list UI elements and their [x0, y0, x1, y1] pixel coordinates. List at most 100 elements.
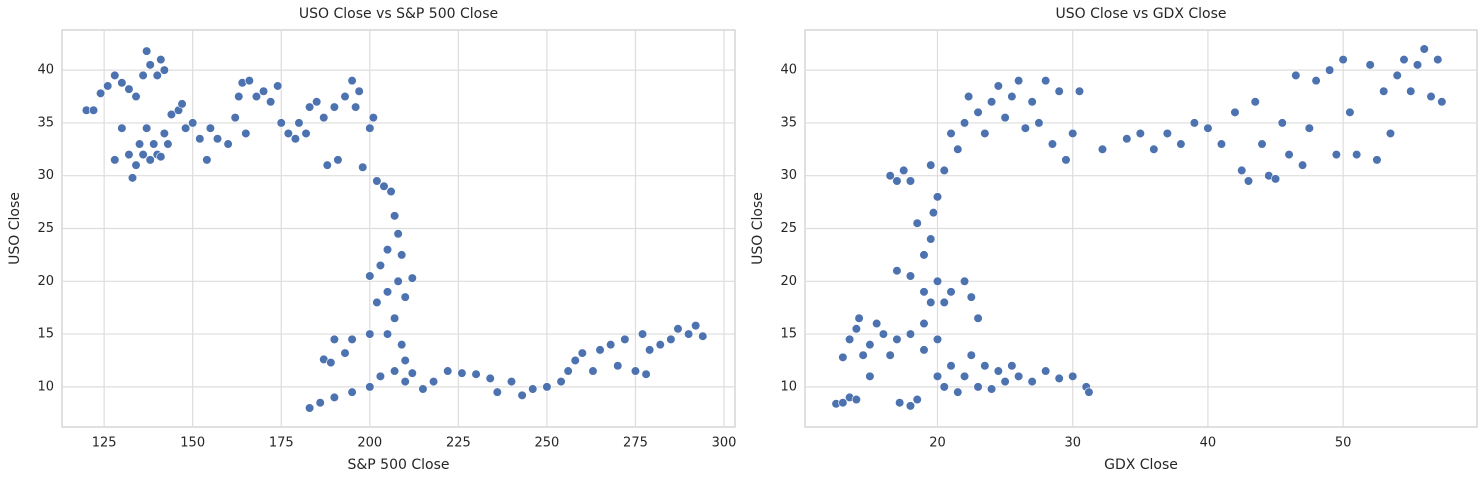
point — [645, 345, 655, 355]
point — [691, 321, 701, 331]
point — [379, 181, 389, 191]
point — [865, 371, 875, 381]
point — [851, 394, 861, 405]
point — [1014, 76, 1024, 86]
point — [980, 128, 990, 139]
point — [966, 292, 976, 302]
point — [630, 366, 641, 376]
point — [340, 91, 350, 102]
point — [932, 192, 943, 202]
point — [329, 334, 339, 344]
point — [1020, 123, 1030, 133]
point — [301, 128, 311, 139]
point — [195, 134, 205, 144]
point — [1027, 376, 1037, 387]
point — [973, 107, 983, 117]
point — [959, 276, 970, 286]
point — [273, 81, 283, 91]
point — [673, 324, 683, 334]
point — [595, 345, 605, 355]
point — [953, 144, 963, 154]
point — [428, 376, 439, 387]
y-tick-label: 15 — [37, 327, 54, 342]
point — [1000, 376, 1010, 387]
point — [641, 369, 651, 379]
y-axis-label: USO Close — [750, 192, 766, 265]
point — [838, 352, 848, 362]
point — [912, 218, 922, 228]
point — [290, 134, 301, 144]
point — [606, 340, 616, 350]
point — [885, 171, 895, 181]
point — [1270, 174, 1281, 184]
point — [892, 334, 902, 344]
point — [188, 118, 198, 128]
y-tick-label: 40 — [780, 63, 797, 78]
point — [1176, 139, 1186, 149]
point — [88, 105, 99, 115]
point — [266, 97, 276, 107]
point — [1084, 387, 1094, 397]
point — [142, 123, 152, 133]
point — [892, 176, 902, 186]
point — [131, 160, 141, 170]
point — [1162, 128, 1172, 139]
point — [928, 208, 939, 218]
point — [382, 287, 393, 297]
point — [390, 211, 400, 221]
x-tick-label: 30 — [1064, 436, 1081, 451]
point — [588, 366, 598, 376]
y-tick-label: 25 — [37, 221, 54, 236]
point — [397, 340, 407, 350]
point — [400, 292, 410, 302]
y-tick-label: 25 — [780, 221, 797, 236]
x-tick-label: 175 — [269, 436, 294, 451]
point — [110, 155, 120, 165]
x-tick-label: 300 — [712, 436, 737, 451]
point — [202, 155, 212, 165]
y-tick-label: 35 — [780, 115, 797, 130]
point — [457, 368, 467, 378]
x-tick-label: 50 — [1335, 436, 1352, 451]
point — [1325, 65, 1335, 75]
point — [905, 329, 916, 339]
point — [117, 78, 127, 88]
point — [212, 134, 223, 144]
point — [117, 123, 127, 133]
x-axis-label: S&P 500 Close — [347, 457, 449, 473]
point — [407, 368, 417, 378]
point — [1379, 86, 1389, 96]
point — [1297, 160, 1308, 170]
point — [506, 376, 517, 387]
point — [683, 329, 694, 339]
point — [304, 102, 315, 112]
point — [386, 186, 396, 197]
point — [905, 401, 916, 411]
point — [1338, 54, 1348, 65]
point — [124, 149, 134, 160]
point — [620, 334, 630, 344]
point — [375, 260, 386, 271]
point — [919, 318, 929, 329]
point — [946, 128, 956, 139]
y-tick-label: 10 — [780, 379, 797, 394]
point — [244, 76, 254, 86]
point — [932, 371, 943, 381]
point — [159, 65, 169, 75]
point — [637, 329, 648, 339]
point — [892, 266, 902, 276]
x-tick-label: 275 — [623, 436, 648, 451]
point — [304, 403, 315, 413]
point — [397, 250, 407, 260]
x-axis-label: GDX Close — [1104, 457, 1178, 473]
point — [96, 88, 106, 98]
point — [939, 297, 949, 308]
point — [1149, 144, 1159, 154]
point — [858, 350, 868, 360]
point — [885, 350, 895, 360]
point — [993, 366, 1003, 376]
point — [181, 123, 191, 133]
point — [1068, 371, 1078, 381]
